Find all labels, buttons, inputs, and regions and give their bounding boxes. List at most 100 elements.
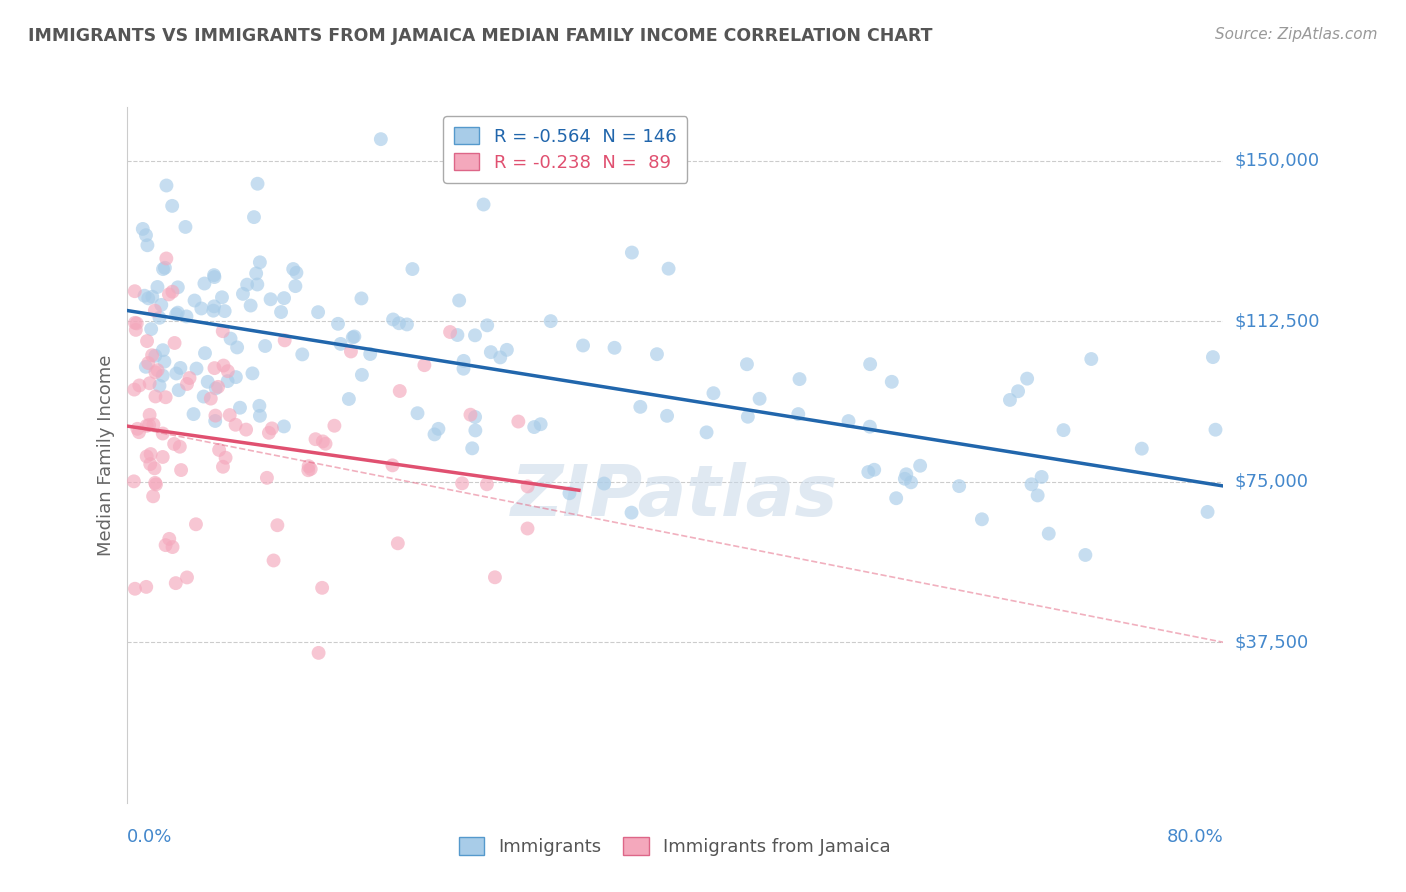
Point: [787, 407, 810, 421]
Point: [1031, 470, 1053, 484]
Point: [169, 360, 191, 375]
Y-axis label: Median Family Income: Median Family Income: [97, 354, 115, 556]
Point: [124, 284, 146, 298]
Point: [837, 414, 859, 428]
Point: [155, 390, 177, 404]
Point: [152, 450, 174, 464]
Point: [329, 337, 352, 351]
Point: [307, 305, 329, 319]
Text: Source: ZipAtlas.com: Source: ZipAtlas.com: [1215, 27, 1378, 42]
Point: [217, 374, 239, 388]
Point: [970, 512, 993, 526]
Point: [273, 419, 295, 434]
Point: [475, 477, 498, 491]
Point: [202, 270, 225, 285]
Point: [256, 471, 278, 485]
Point: [146, 363, 169, 377]
Point: [748, 392, 770, 406]
Point: [737, 409, 759, 424]
Point: [540, 314, 562, 328]
Point: [139, 447, 162, 461]
Point: [202, 303, 225, 318]
Point: [477, 318, 499, 333]
Point: [214, 304, 236, 318]
Point: [155, 538, 177, 552]
Point: [122, 475, 145, 489]
Point: [174, 219, 197, 234]
Point: [211, 290, 233, 304]
Point: [232, 286, 254, 301]
Point: [246, 277, 269, 292]
Point: [395, 318, 418, 332]
Text: 0.0%: 0.0%: [127, 828, 172, 846]
Point: [308, 646, 330, 660]
Point: [152, 368, 174, 383]
Point: [259, 292, 281, 306]
Text: $75,000: $75,000: [1234, 473, 1309, 491]
Point: [124, 582, 146, 596]
Point: [219, 332, 242, 346]
Point: [242, 367, 264, 381]
Point: [138, 418, 160, 433]
Text: IMMIGRANTS VS IMMIGRANTS FROM JAMAICA MEDIAN FAMILY INCOME CORRELATION CHART: IMMIGRANTS VS IMMIGRANTS FROM JAMAICA ME…: [28, 27, 932, 45]
Point: [342, 330, 364, 344]
Point: [270, 305, 292, 319]
Point: [572, 338, 595, 352]
Point: [246, 177, 269, 191]
Point: [406, 406, 429, 420]
Point: [143, 475, 166, 490]
Point: [655, 409, 678, 423]
Point: [204, 409, 226, 423]
Point: [260, 421, 283, 435]
Point: [125, 323, 148, 337]
Point: [427, 422, 450, 436]
Point: [124, 383, 146, 397]
Point: [160, 199, 183, 213]
Text: 80.0%: 80.0%: [1167, 828, 1223, 846]
Point: [214, 450, 236, 465]
Point: [193, 390, 215, 404]
Point: [337, 392, 360, 406]
Point: [153, 260, 176, 275]
Point: [453, 361, 475, 376]
Point: [176, 570, 198, 584]
Point: [401, 262, 423, 277]
Point: [142, 489, 165, 503]
Point: [446, 328, 468, 343]
Point: [1080, 351, 1102, 366]
Point: [166, 280, 188, 294]
Point: [204, 361, 226, 376]
Point: [359, 347, 381, 361]
Point: [135, 580, 157, 594]
Point: [388, 384, 411, 398]
Point: [243, 210, 266, 224]
Point: [464, 424, 486, 438]
Point: [138, 408, 160, 422]
Point: [350, 292, 373, 306]
Point: [186, 361, 208, 376]
Point: [176, 310, 198, 324]
Point: [479, 345, 502, 359]
Point: [217, 364, 239, 378]
Point: [908, 458, 931, 473]
Point: [449, 293, 471, 308]
Point: [593, 476, 616, 491]
Point: [247, 399, 270, 413]
Point: [311, 581, 333, 595]
Point: [207, 380, 229, 394]
Point: [273, 334, 295, 348]
Point: [297, 459, 319, 474]
Point: [388, 316, 411, 330]
Point: [150, 298, 173, 312]
Point: [197, 375, 219, 389]
Text: $112,500: $112,500: [1234, 312, 1320, 330]
Point: [453, 354, 475, 368]
Point: [858, 465, 880, 479]
Point: [229, 401, 252, 415]
Point: [516, 479, 538, 493]
Point: [135, 418, 157, 433]
Point: [166, 305, 188, 319]
Point: [702, 386, 724, 401]
Point: [1007, 384, 1029, 399]
Point: [136, 334, 159, 348]
